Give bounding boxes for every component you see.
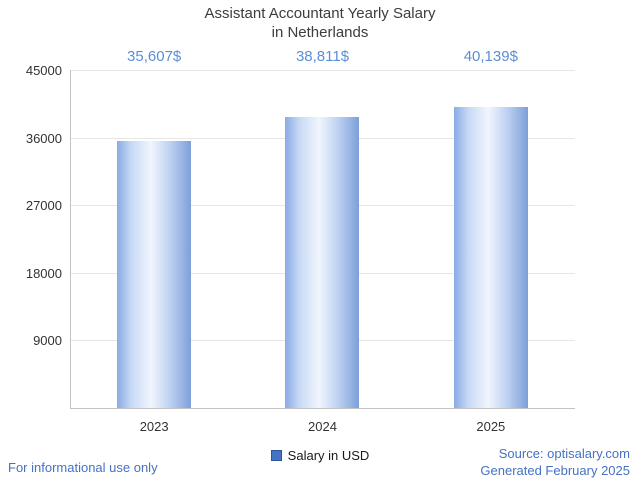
y-tick-label-36000: 36000: [25, 130, 62, 146]
x-tick-label-2025: 2025: [476, 419, 506, 434]
chart-title-line1: Assistant Accountant Yearly Salary: [204, 5, 436, 22]
y-tick-label-45000: 45000: [25, 63, 62, 78]
gridline-45000: [70, 70, 575, 71]
bar-value-label-2024: 38,811$: [295, 48, 350, 65]
bar-value-label-2025: 40,139$: [463, 48, 518, 65]
y-axis-line: [70, 70, 71, 408]
x-tick-label-2024: 2024: [308, 419, 337, 434]
generated-date: Generated February 2025: [480, 463, 630, 478]
bar-value-label-2023: 35,607$: [127, 48, 182, 65]
legend-label: Salary in USD: [287, 448, 370, 463]
bar-2024: [285, 116, 360, 408]
x-axis-line: [70, 408, 575, 409]
bar-group-2023: 35,607$ 2023: [70, 48, 238, 434]
y-tick-label-27000: 27000: [25, 198, 62, 214]
bar-2025: [453, 106, 528, 408]
legend: Salary in USD: [0, 448, 640, 463]
bar-group-2024: 38,811$ 2024: [238, 48, 406, 434]
bar-2023: [117, 140, 192, 408]
legend-marker-icon: [270, 450, 282, 461]
bars-layer: 35,607$ 2023 38,811$ 2024 40,139$ 2025: [70, 48, 575, 434]
x-tick-label-2023: 2023: [139, 419, 169, 434]
source-block: Source: optisalary.com Generated Februar…: [480, 445, 630, 479]
source-link[interactable]: Source: optisalary.com: [498, 446, 630, 461]
chart-title-line2: in Netherlands: [271, 24, 369, 41]
bar-group-2025: 40,139$ 2025: [407, 48, 575, 434]
y-tick-label-18000: 18000: [25, 265, 62, 281]
disclaimer-text: For informational use only: [8, 460, 158, 475]
y-tick-label-9000: 9000: [33, 333, 62, 349]
chart-title: Assistant Accountant Yearly Salary in Ne…: [0, 4, 640, 42]
